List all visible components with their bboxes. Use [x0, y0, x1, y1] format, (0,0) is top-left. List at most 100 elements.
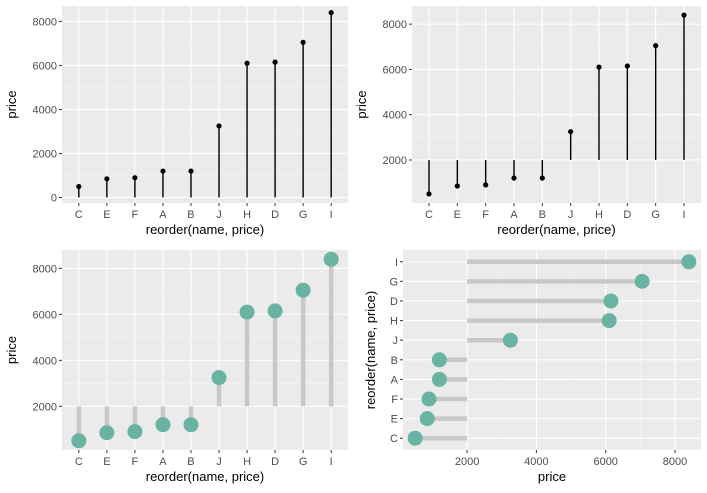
x-tick-label: C	[75, 209, 83, 221]
lollipop-point-J	[211, 370, 227, 386]
x-tick-label: H	[243, 456, 251, 468]
x-axis-title: reorder(name, price)	[146, 222, 265, 237]
lollipop-point-C	[76, 183, 82, 190]
x-tick-label: G	[299, 209, 308, 221]
lollipop-point-G	[634, 273, 650, 289]
y-axis-title: price	[4, 336, 19, 364]
x-tick-label: A	[159, 456, 167, 468]
y-tick-label: 8000	[33, 263, 57, 275]
y-tick-label: 6000	[33, 60, 57, 72]
x-tick-label: A	[510, 209, 518, 221]
y-tick-label: I	[395, 257, 398, 269]
x-axis-title: price	[538, 469, 566, 484]
lollipop-point-C	[426, 191, 432, 197]
lollipop-point-D	[624, 63, 630, 69]
lollipop-point-I	[328, 10, 334, 16]
x-tick-label: F	[132, 456, 139, 468]
x-tick-label: 4000	[524, 456, 548, 468]
chart-panel-3: 2000 4000 6000 8000 C E F A B J H D G Ireorder(name, …	[4, 250, 348, 484]
lollipop-point-A	[511, 175, 517, 181]
x-tick-label: F	[132, 209, 139, 221]
x-tick-label: H	[243, 209, 251, 221]
lollipop-point-J	[502, 332, 518, 348]
x-tick-label: I	[330, 209, 333, 221]
y-tick-label: G	[389, 276, 398, 288]
x-tick-label: J	[216, 456, 222, 468]
lollipop-point-F	[127, 424, 143, 440]
lollipop-point-G	[295, 282, 311, 298]
lollipop-point-I	[323, 251, 339, 267]
lollipop-point-D	[267, 303, 283, 319]
x-tick-label: B	[187, 456, 194, 468]
y-tick-label: H	[390, 316, 398, 328]
y-tick-label: B	[391, 355, 398, 367]
chart-panel-2: 2000 4000 6000 8000 C E F A B J H D G Ireorder(name, …	[354, 6, 701, 237]
y-tick-label: F	[391, 394, 398, 406]
y-tick-label: C	[390, 433, 398, 445]
y-axis-title: reorder(name, price)	[363, 291, 378, 410]
y-tick-label: J	[393, 335, 399, 347]
y-tick-label: 8000	[33, 16, 57, 28]
lollipop-point-A	[160, 168, 166, 174]
lollipop-point-B	[188, 168, 194, 174]
x-tick-label: E	[103, 456, 110, 468]
lollipop-point-G	[653, 43, 659, 49]
y-axis-title: price	[354, 90, 369, 118]
x-axis-title: reorder(name, price)	[146, 469, 265, 484]
lollipop-point-B	[183, 417, 199, 433]
x-tick-label: 6000	[593, 456, 617, 468]
y-tick-label: E	[391, 414, 398, 426]
lollipop-point-H	[596, 64, 602, 70]
lollipop-point-E	[419, 411, 435, 427]
lollipop-point-A	[431, 371, 447, 387]
y-tick-label: 0	[51, 192, 57, 204]
lollipop-point-H	[244, 60, 250, 66]
x-tick-label: J	[568, 209, 574, 221]
lollipop-point-I	[681, 12, 687, 18]
lollipop-point-D	[603, 293, 619, 309]
x-tick-label: H	[595, 209, 603, 221]
lollipop-point-E	[454, 183, 460, 189]
x-tick-label: B	[539, 209, 546, 221]
lollipop-point-A	[155, 417, 171, 433]
y-tick-label: D	[390, 296, 398, 308]
y-tick-label: 2000	[383, 155, 407, 167]
lollipop-point-B	[539, 175, 545, 181]
x-tick-label: 8000	[663, 456, 687, 468]
lollipop-point-C	[407, 430, 423, 446]
lollipop-point-H	[601, 313, 617, 329]
x-tick-label: D	[271, 456, 279, 468]
x-axis-title: reorder(name, price)	[497, 222, 616, 237]
y-tick-label: 4000	[33, 104, 57, 116]
y-tick-label: A	[391, 374, 399, 386]
x-tick-label: B	[187, 209, 194, 221]
lollipop-point-J	[568, 129, 574, 135]
lollipop-point-B	[431, 352, 447, 368]
x-tick-label: I	[682, 209, 685, 221]
y-tick-label: 2000	[33, 401, 57, 413]
y-tick-label: 2000	[33, 148, 57, 160]
lollipop-point-E	[99, 425, 115, 441]
y-tick-label: 4000	[33, 355, 57, 367]
chart-panel-1: 0 2000 4000 6000 8000 C E F A B J H D G Ireorder(name,…	[4, 6, 348, 237]
y-tick-label: 8000	[383, 19, 407, 31]
y-tick-label: 4000	[383, 110, 407, 122]
x-tick-label: E	[454, 209, 461, 221]
x-tick-label: E	[103, 209, 110, 221]
x-tick-label: G	[299, 456, 308, 468]
lollipop-point-G	[300, 39, 306, 45]
panel-background	[62, 6, 348, 203]
lollipop-point-F	[483, 182, 489, 188]
lollipop-point-F	[132, 175, 138, 181]
x-tick-label: D	[271, 209, 279, 221]
x-tick-label: D	[623, 209, 631, 221]
x-tick-label: F	[482, 209, 489, 221]
y-tick-label: 6000	[33, 309, 57, 321]
x-tick-label: G	[651, 209, 660, 221]
y-axis-title: price	[4, 90, 19, 118]
y-tick-label: 6000	[383, 64, 407, 76]
lollipop-point-I	[681, 254, 697, 270]
x-tick-label: C	[75, 456, 83, 468]
